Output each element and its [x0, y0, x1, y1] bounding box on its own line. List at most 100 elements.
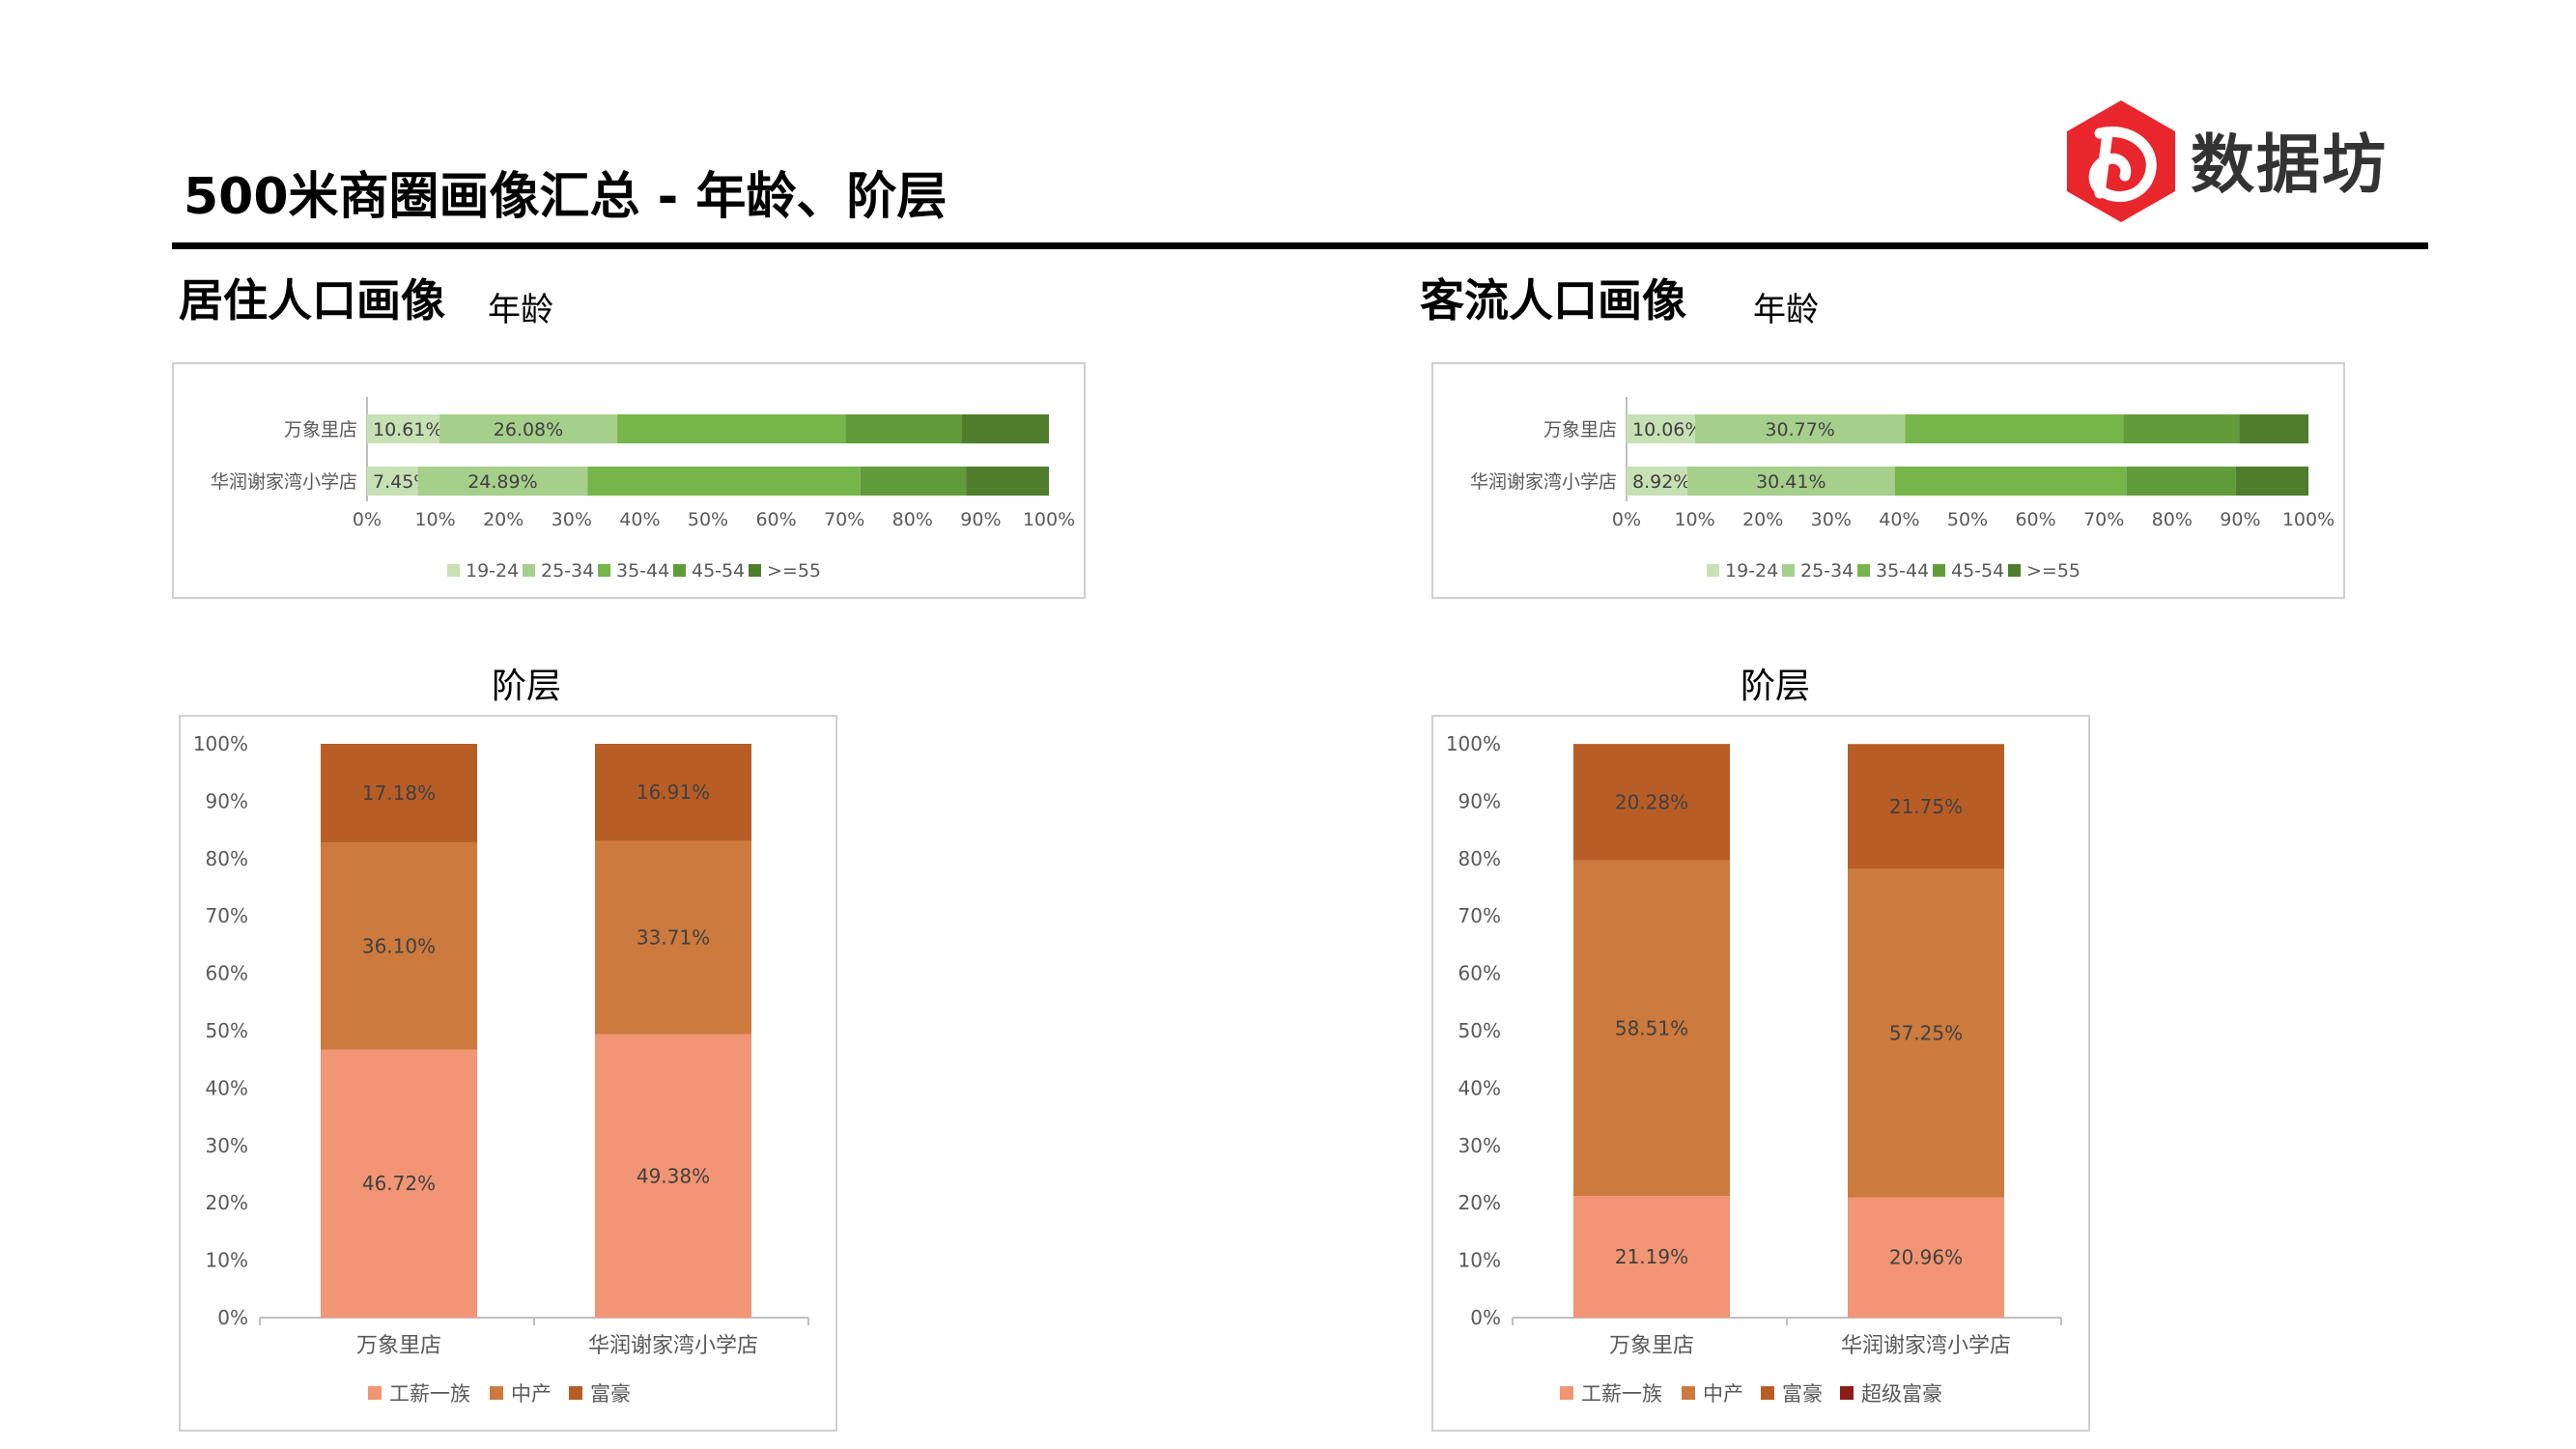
bar-25-34-1 [417, 467, 588, 496]
x-tick-label: 60% [755, 509, 796, 530]
resident-section-title: 居住人口画像 [179, 274, 445, 327]
brand-name: 数据坊 [2191, 128, 2388, 202]
y-tick-label: 80% [206, 847, 248, 870]
y-tick-label: 100% [1446, 732, 1501, 755]
data-label: 58.51% [1615, 1016, 1688, 1039]
y-tick-label: 30% [1458, 1134, 1501, 1157]
resident-age-chart: 万象里店 10.61% 26.08% 华润谢家湾小学店 7.45% 24.89% 0% 10%… [172, 362, 1086, 599]
visitor-age-chart: 万象里店 10.06% 30.77% 华润谢家湾小学店 8.92% 30.41% 0% 10%… [1431, 362, 2345, 599]
legend-swatch-55 [749, 564, 761, 577]
legend-swatch-1 [490, 1386, 503, 1400]
legend-label: 25-34 [541, 560, 594, 582]
data-label: 57.25% [1889, 1021, 1963, 1044]
x-tick-label: 80% [892, 509, 933, 530]
legend-label: 35-44 [1876, 560, 1929, 582]
legend-label: 工薪一族 [1581, 1382, 1662, 1406]
resident-class-title: 阶层 [491, 667, 561, 706]
x-tick-label: 100% [2282, 509, 2335, 530]
title-divider [172, 242, 2428, 249]
legend-label: 45-54 [692, 560, 745, 582]
x-tick-label: 40% [619, 509, 660, 530]
y-tick-label: 80% [1458, 847, 1501, 870]
legend-label: 19-24 [466, 560, 519, 582]
y-tick-label: 20% [206, 1191, 248, 1214]
y-tick-label: 0% [217, 1306, 248, 1329]
category-label: 万象里店 [1609, 1334, 1694, 1358]
legend-swatch-0 [1560, 1386, 1573, 1400]
y-tick-label: 90% [1458, 789, 1501, 812]
y-tick-label: 30% [206, 1134, 248, 1157]
visitor-class-chart-svg: 0% 10% 20% 30% 40% 50% 60% 70% 80% 90% 100% 21.19% 5… [1446, 732, 2062, 1406]
x-tick-label: 80% [2152, 509, 2193, 530]
bar-25-34-0 [1695, 414, 1906, 443]
resident-class-chart-svg: 0% 10% 20% 30% 40% 50% 60% 70% 80% 90% 100% 46.72% 3… [193, 732, 809, 1406]
y-tick-label: 50% [1458, 1019, 1501, 1042]
y-tick-label: 60% [206, 962, 248, 985]
legend-label: 19-24 [1725, 560, 1778, 582]
x-tick-label: 20% [483, 509, 524, 530]
data-label: 46.72% [362, 1172, 436, 1195]
x-tick-label: 30% [1811, 509, 1852, 530]
y-tick-label: 100% [193, 732, 248, 755]
data-label: 36.10% [362, 934, 436, 957]
legend-swatch-55 [2008, 564, 2021, 577]
legend-label: 富豪 [590, 1382, 631, 1406]
legend-label: >=55 [2026, 560, 2081, 582]
data-label: 26.08% [494, 419, 563, 440]
x-tick-label: 40% [1879, 509, 1919, 530]
data-label: 30.41% [1756, 471, 1826, 493]
bar-x-0 [1573, 744, 1730, 861]
legend-swatch-45-54 [673, 564, 686, 577]
legend-swatch-45-54 [1933, 564, 1945, 577]
visitor-section-title: 客流人口画像 [1420, 274, 1686, 327]
legend-swatch-2 [1761, 1386, 1774, 1400]
data-label: 21.19% [1615, 1245, 1688, 1268]
bar-19-24-1 [1627, 467, 1687, 496]
x-tick-label: 20% [1742, 509, 1783, 530]
brand-logo-icon [2067, 100, 2175, 222]
legend-label: 工薪一族 [389, 1382, 470, 1406]
bar-55-1 [2235, 467, 2308, 496]
legend-label: 45-54 [1951, 560, 2004, 582]
data-label: 10.06% [1632, 419, 1702, 440]
y-tick-label: 70% [206, 904, 248, 927]
bar-x-0 [1573, 860, 1730, 1197]
visitor-age-label: 年龄 [1753, 291, 1819, 329]
bar-x-1 [595, 744, 751, 841]
bar-55-0 [2239, 414, 2308, 443]
resident-age-chart-svg: 万象里店 10.61% 26.08% 华润谢家湾小学店 7.45% 24.89% 0% 10%… [211, 397, 1075, 582]
bar-x-0 [321, 1049, 477, 1318]
legend-swatch-3 [1840, 1386, 1854, 1400]
x-tick-label: 60% [2015, 509, 2055, 530]
data-label: 30.77% [1765, 419, 1834, 440]
legend-swatch-25-34 [1782, 564, 1795, 577]
y-tick-label: 70% [1458, 904, 1501, 927]
x-tick-label: 100% [1023, 509, 1075, 530]
category-label: 万象里店 [1543, 419, 1617, 440]
bar-45-54-0 [2123, 414, 2240, 443]
x-tick-label: 10% [1674, 509, 1714, 530]
data-label: 49.38% [637, 1164, 710, 1187]
category-label: 华润谢家湾小学店 [1841, 1334, 2011, 1358]
category-label: 万象里店 [284, 419, 357, 440]
y-tick-label: 20% [1458, 1191, 1501, 1214]
legend-swatch-0 [368, 1386, 382, 1400]
category-label: 万象里店 [356, 1334, 441, 1358]
bar-45-54-1 [860, 467, 967, 496]
legend-label: 超级富豪 [1861, 1382, 1942, 1406]
visitor-age-chart-svg: 万象里店 10.06% 30.77% 华润谢家湾小学店 8.92% 30.41% 0% 10%… [1470, 397, 2335, 582]
data-label: 10.61% [373, 419, 442, 440]
bar-x-0 [321, 842, 477, 1050]
x-tick-label: 30% [552, 509, 592, 530]
legend-swatch-19-24 [447, 564, 460, 577]
legend-swatch-19-24 [1707, 564, 1719, 577]
legend-swatch-2 [569, 1386, 582, 1400]
bar-x-1 [1848, 1197, 2004, 1318]
y-tick-label: 40% [206, 1076, 248, 1099]
visitor-class-chart: 0% 10% 20% 30% 40% 50% 60% 70% 80% 90% 100% 21.19% 5… [1431, 715, 2090, 1432]
legend-swatch-25-34 [523, 564, 535, 577]
data-label: 7.45% [373, 471, 431, 493]
bar-x-1 [595, 1034, 751, 1318]
legend-swatch-35-44 [1857, 564, 1870, 577]
data-label: 20.96% [1889, 1246, 1963, 1269]
